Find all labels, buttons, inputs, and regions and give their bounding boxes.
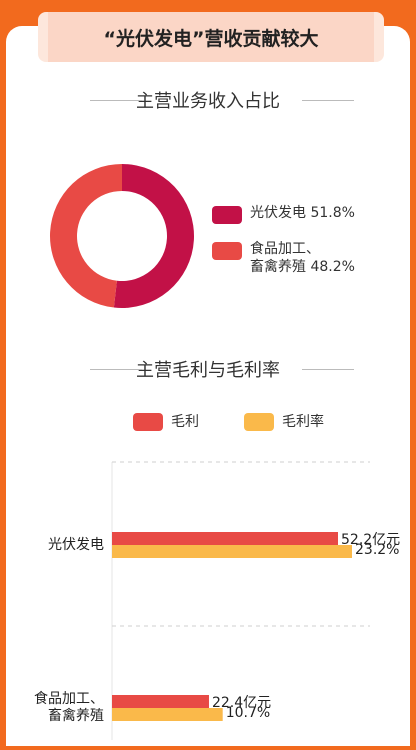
donut-slice-0	[113, 164, 195, 308]
bar-chart	[111, 461, 370, 740]
bar-value-label: 23.2%	[355, 542, 400, 558]
bar-毛利-0	[112, 532, 338, 545]
bar-value-label: 22.4亿元	[211, 695, 272, 711]
title-banner: “光伏发电”营收贡献较大	[38, 12, 384, 62]
bar-毛利-1	[112, 695, 209, 708]
legend-swatch	[244, 413, 274, 431]
bar-value-label: 52.2亿元	[341, 532, 401, 548]
section-title-revenue: 主营业务收入占比	[0, 87, 416, 113]
bar-value-label: 10.7%	[225, 705, 271, 721]
legend-swatch	[212, 242, 242, 260]
title-rule-right	[302, 369, 354, 370]
section-title-text: 主营毛利与毛利率	[136, 360, 280, 381]
title-rule-right	[302, 100, 354, 101]
bar-毛利率-0	[112, 545, 352, 558]
legend-swatch	[133, 413, 163, 431]
bar-legend-item: 毛利率	[244, 413, 324, 431]
donut-chart	[50, 164, 195, 308]
category-label: 光伏发电	[48, 536, 104, 553]
donut-slice-1	[50, 164, 122, 308]
title-rule-left	[90, 100, 142, 101]
pie-legend-label: 食品加工、 畜禽养殖 48.2%	[250, 241, 355, 275]
bar-毛利率-1	[112, 708, 223, 721]
section-title-text: 主营业务收入占比	[136, 91, 280, 112]
bar-legend-label: 毛利	[171, 414, 199, 430]
bar-legend-item: 毛利	[133, 413, 199, 431]
title-rule-left	[90, 369, 142, 370]
legend-swatch	[212, 206, 242, 224]
category-label: 食品加工、 畜禽养殖	[34, 691, 104, 724]
section-title-profit: 主营毛利与毛利率	[0, 356, 416, 382]
banner-title: “光伏发电”营收贡献较大	[48, 12, 374, 62]
pie-legend-item: 食品加工、 畜禽养殖 48.2%	[212, 240, 355, 276]
pie-legend-item: 光伏发电 51.8%	[212, 204, 355, 224]
pie-legend-label: 光伏发电 51.8%	[250, 205, 355, 221]
bar-legend-label: 毛利率	[282, 414, 324, 430]
